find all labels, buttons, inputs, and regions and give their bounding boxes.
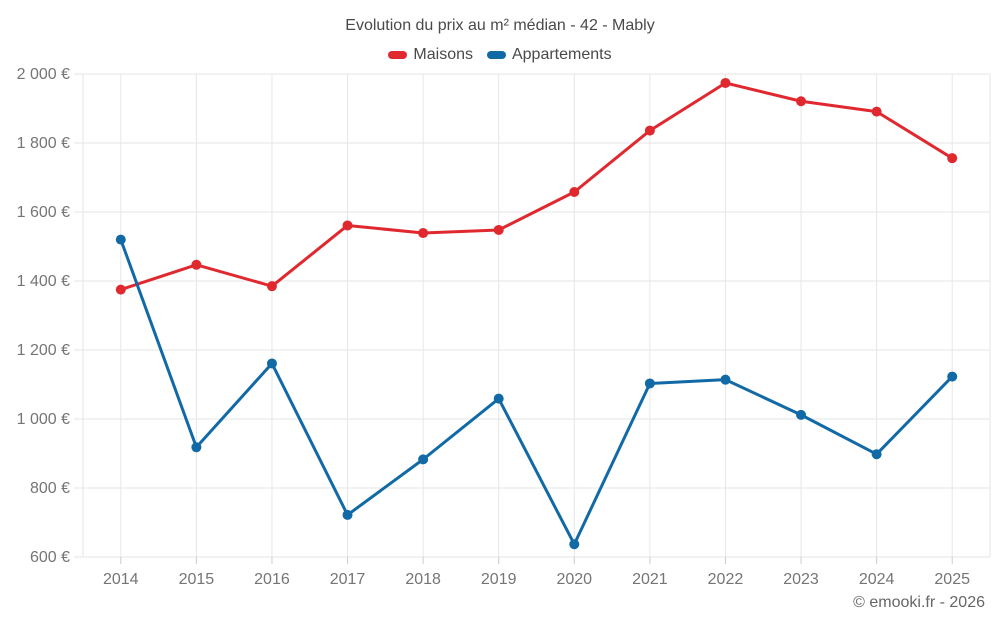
- point-maisons-2014[interactable]: [115, 284, 126, 295]
- y-axis-label-1400: 1 400 €: [17, 273, 70, 290]
- appartements-line: [119, 238, 954, 546]
- point-maisons-2017[interactable]: [342, 220, 353, 231]
- point-appartements-2017[interactable]: [342, 509, 353, 520]
- point-maisons-2018[interactable]: [418, 228, 429, 239]
- point-appartements-2019[interactable]: [493, 393, 504, 404]
- point-appartements-2014[interactable]: [115, 234, 126, 245]
- x-axis-label-2025: 2025: [934, 571, 970, 588]
- point-maisons-2022[interactable]: [720, 77, 731, 88]
- x-axis-label-2019: 2019: [481, 571, 517, 588]
- point-maisons-2016[interactable]: [266, 281, 277, 292]
- footer-credit: © emooki.fr - 2026: [853, 594, 985, 611]
- x-axis-label-2022: 2022: [708, 571, 744, 588]
- point-appartements-2025[interactable]: [947, 371, 958, 382]
- legend-swatch-appartements: [486, 51, 506, 59]
- point-appartements-2022[interactable]: [720, 374, 731, 385]
- point-appartements-2020[interactable]: [569, 539, 580, 550]
- x-axis-label-2016: 2016: [254, 571, 290, 588]
- x-axis-label-2020: 2020: [556, 571, 592, 588]
- point-maisons-2015[interactable]: [191, 259, 202, 270]
- y-axis-label-800: 800 €: [30, 480, 70, 497]
- point-maisons-2019[interactable]: [493, 224, 504, 235]
- point-maisons-2021[interactable]: [644, 125, 655, 136]
- legend-item-maisons[interactable]: Maisons: [388, 46, 473, 64]
- series-appartements: [115, 234, 958, 550]
- legend-item-appartements[interactable]: Appartements: [486, 46, 612, 64]
- legend-label: Appartements: [511, 46, 612, 63]
- x-axis-label-2024: 2024: [859, 571, 895, 588]
- x-axis-label-2014: 2014: [103, 571, 139, 588]
- legend: Maisons Appartements: [0, 46, 1000, 64]
- x-axis-label-2021: 2021: [632, 571, 668, 588]
- point-appartements-2023[interactable]: [796, 409, 807, 420]
- x-axis-label-2017: 2017: [330, 571, 366, 588]
- y-axis-label-1800: 1 800 €: [17, 135, 70, 152]
- chart-title: Evolution du prix au m² médian - 42 - Ma…: [345, 17, 655, 34]
- point-appartements-2024[interactable]: [871, 449, 882, 460]
- y-axis-label-1000: 1 000 €: [17, 411, 70, 428]
- point-appartements-2016[interactable]: [266, 358, 277, 369]
- point-appartements-2015[interactable]: [191, 442, 202, 453]
- y-axis-label-1200: 1 200 €: [17, 342, 70, 359]
- point-maisons-2024[interactable]: [871, 106, 882, 117]
- y-axis-label-1600: 1 600 €: [17, 204, 70, 221]
- point-appartements-2018[interactable]: [418, 454, 429, 465]
- legend-swatch-maisons: [388, 51, 408, 59]
- point-maisons-2023[interactable]: [796, 96, 807, 107]
- x-axis-label-2023: 2023: [783, 571, 819, 588]
- point-maisons-2025[interactable]: [947, 153, 958, 164]
- x-axis-label-2015: 2015: [179, 571, 215, 588]
- point-maisons-2020[interactable]: [569, 186, 580, 197]
- x-axis-label-2018: 2018: [405, 571, 441, 588]
- gridlines: 600 € 800 € 1 000 € 1 200 € 1 400 € 1 600 € 1 …: [17, 66, 991, 588]
- y-axis-label-2000: 2 000 €: [17, 66, 70, 83]
- maisons-line: [119, 81, 954, 292]
- legend-label: Maisons: [413, 46, 473, 63]
- series-maisons: [115, 77, 958, 295]
- point-appartements-2021[interactable]: [644, 378, 655, 389]
- y-axis-label-600: 600 €: [30, 549, 70, 566]
